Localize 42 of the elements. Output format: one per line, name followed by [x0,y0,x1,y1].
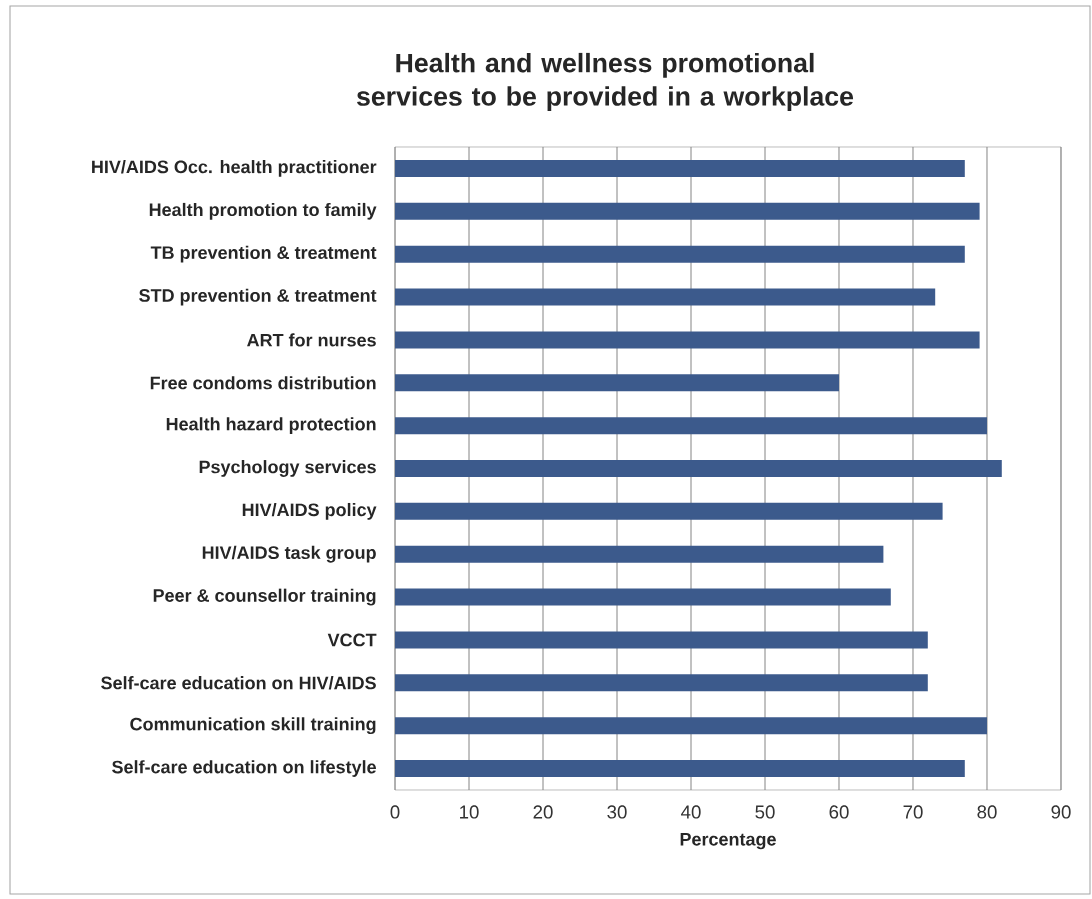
x-tick-label: 40 [681,805,701,819]
x-tick-label: 0 [390,805,400,819]
bar [395,674,928,692]
y-tick-label: Self-care education on lifestyle [112,760,376,777]
bar [395,202,980,220]
y-tick-label: STD prevention & treatment [139,288,377,306]
x-tick-label: 10 [460,805,479,819]
bar [395,502,943,520]
bar [395,717,987,735]
x-tick-label: 20 [533,805,553,819]
y-tick-label: Communication skill training [130,717,376,735]
bar [395,288,936,306]
y-tick-label: TB prevention & treatment [150,245,377,263]
y-tick-label: HIV/AIDS Occ. health practitioner [92,160,377,177]
y-tick-label: HIV/AIDS task group [202,545,376,563]
x-tick-label: 60 [829,805,849,819]
y-tick-label: Health hazard protection [166,417,376,435]
y-tick-label: VCCT [327,633,377,647]
y-tick-label: HIV/AIDS policy [242,502,377,520]
bar [395,331,980,349]
y-tick-label: Psychology services [199,460,376,477]
bar [395,159,965,177]
y-tick-label: Health promotion to family [149,202,377,220]
bar [395,760,965,778]
bar [395,459,1002,477]
bar [395,417,987,435]
x-tick-label: 90 [1051,805,1071,819]
y-tick-label: Peer & counsellor training [153,588,376,606]
bar [395,545,884,563]
y-tick-label: Self-care education on HIV/AIDS [101,676,376,690]
x-tick-label: 80 [977,805,997,819]
x-axis-title: Percentage [680,833,776,850]
x-tick-label: 70 [903,805,923,819]
bar [395,631,928,649]
x-tick-label: 30 [607,805,627,819]
bar [395,245,965,263]
y-tick-label: Free condoms distribution [150,376,376,390]
chart-title: Health and wellness promotional services to be provided in a workplace [356,52,854,112]
x-tick-label: 50 [755,805,775,819]
y-tick-label: ART for nurses [247,333,376,347]
bar [395,588,891,606]
bar [395,374,839,392]
